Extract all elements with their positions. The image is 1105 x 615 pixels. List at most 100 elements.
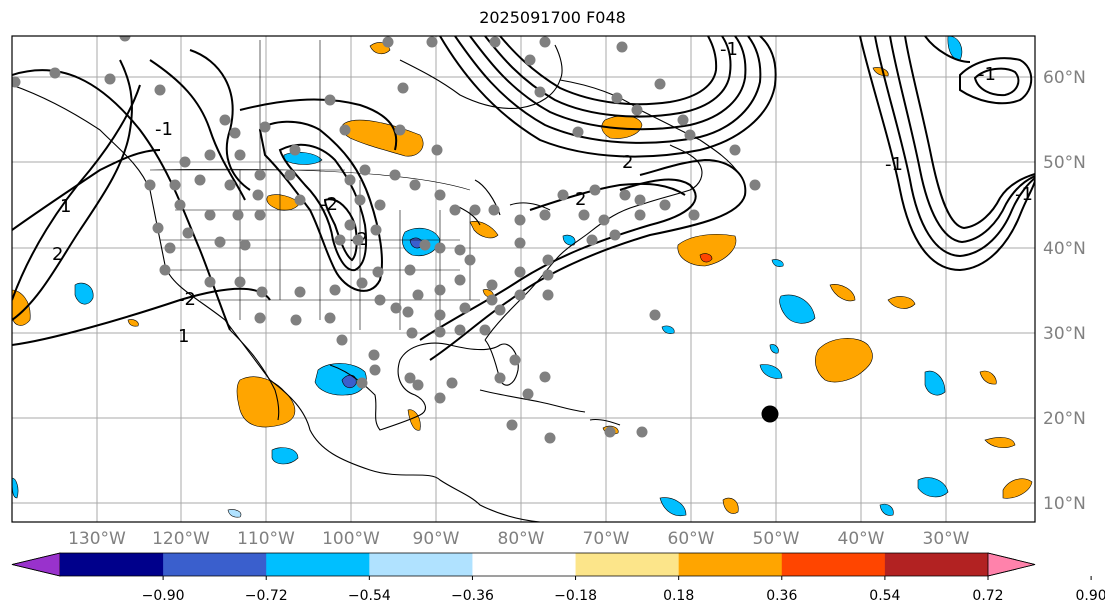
negative-anomaly-area <box>924 370 946 396</box>
station-dot <box>486 279 498 291</box>
positive-anomaly-area <box>887 296 916 309</box>
station-dot <box>454 274 466 286</box>
contour-label: -2 <box>320 194 338 215</box>
station-dot <box>284 169 296 181</box>
lon-label: 80°W <box>498 529 545 549</box>
station-dot <box>239 239 251 251</box>
station-dot <box>412 379 424 391</box>
station-dot <box>542 269 554 281</box>
negative-anomaly-area <box>771 259 784 267</box>
station-dot <box>354 194 366 206</box>
lon-label: 100°W <box>322 529 380 549</box>
station-dot <box>324 312 336 324</box>
colorbar-cell <box>575 553 680 576</box>
station-dot <box>179 156 191 168</box>
lat-label: 40°N <box>1043 239 1086 259</box>
station-dot <box>402 306 414 318</box>
station-dot <box>370 224 382 236</box>
station-dot <box>359 164 371 176</box>
station-dot <box>159 264 171 276</box>
station-dot <box>749 179 761 191</box>
lon-label: 50°W <box>753 529 800 549</box>
colorbar-tick-label: −0.18 <box>554 588 597 604</box>
station-dot <box>182 227 194 239</box>
station-dot <box>254 312 266 324</box>
contour-line <box>904 36 1035 230</box>
station-dot <box>119 36 131 42</box>
colorbar-cell <box>369 553 473 576</box>
station-dot <box>469 204 481 216</box>
station-dot <box>454 244 466 256</box>
station-dot <box>290 314 302 326</box>
positive-anomaly-area <box>815 338 873 383</box>
station-dot <box>397 82 409 94</box>
negative-anomaly-area <box>314 363 367 396</box>
west-coast <box>12 84 541 522</box>
station-dot <box>174 199 186 211</box>
station-dot <box>224 179 236 191</box>
station-dot <box>604 426 616 438</box>
contour-line <box>12 287 271 346</box>
negative-anomaly-area <box>917 477 949 498</box>
contour-label: 2 <box>52 244 63 265</box>
station-dot <box>372 266 384 278</box>
colorbar-tick-label: 0.90 <box>1076 588 1105 604</box>
station-dot <box>382 36 394 48</box>
contour-line <box>12 59 133 321</box>
station-dot <box>390 302 402 314</box>
positive-anomaly-area <box>829 284 856 302</box>
station-dot <box>616 41 628 53</box>
station-dot <box>459 302 471 314</box>
colorbar-extend-low <box>11 552 61 577</box>
negative-anomaly-area <box>661 325 675 334</box>
contour-line <box>454 36 762 144</box>
colorbar-cell <box>163 553 267 576</box>
station-dot <box>514 289 526 301</box>
station-dot <box>434 392 446 404</box>
station-dot <box>334 234 346 246</box>
station-dot <box>494 372 506 384</box>
contour-line <box>12 149 161 231</box>
station-dot <box>214 236 226 248</box>
station-dot <box>204 276 216 288</box>
station-dot <box>688 209 700 221</box>
colorbar-cell <box>472 553 577 576</box>
station-dot <box>344 219 356 231</box>
contour-line <box>149 59 246 201</box>
contour-line <box>484 36 732 118</box>
station-dot <box>636 426 648 438</box>
positive-anomaly-area <box>469 221 499 239</box>
contour-line <box>973 67 1020 97</box>
station-dot <box>49 67 61 79</box>
colorbar-tick-label: −0.36 <box>451 588 494 604</box>
positive-anomaly-area <box>127 319 139 327</box>
station-dot <box>389 169 401 181</box>
station-dot <box>611 92 623 104</box>
station-dot <box>557 189 569 201</box>
lat-label: 60°N <box>1043 68 1086 88</box>
positive-anomaly-area <box>1002 478 1033 499</box>
station-dot <box>488 204 500 216</box>
latitude-labels: 10°N 20°N 30°N 40°N 50°N 60°N <box>1043 68 1086 514</box>
station-dot <box>506 419 518 431</box>
station-dot <box>169 179 181 191</box>
colorbar-cell <box>781 553 886 576</box>
contour-label: -2 <box>178 289 196 310</box>
station-dot <box>404 264 416 276</box>
station-markers <box>12 36 761 444</box>
station-dot <box>514 266 526 278</box>
station-dot <box>356 277 368 289</box>
lat-label: 20°N <box>1043 409 1086 429</box>
labrador-coast <box>559 79 741 176</box>
contour-line <box>239 98 398 151</box>
lon-label: 130°W <box>68 529 126 549</box>
station-dot <box>542 254 554 266</box>
east-coast <box>484 144 703 341</box>
station-dot <box>649 309 661 321</box>
station-dot <box>374 294 386 306</box>
colorbar-cell <box>678 553 783 576</box>
station-dot <box>619 189 631 201</box>
station-dot <box>479 324 491 336</box>
station-dot <box>539 209 551 221</box>
